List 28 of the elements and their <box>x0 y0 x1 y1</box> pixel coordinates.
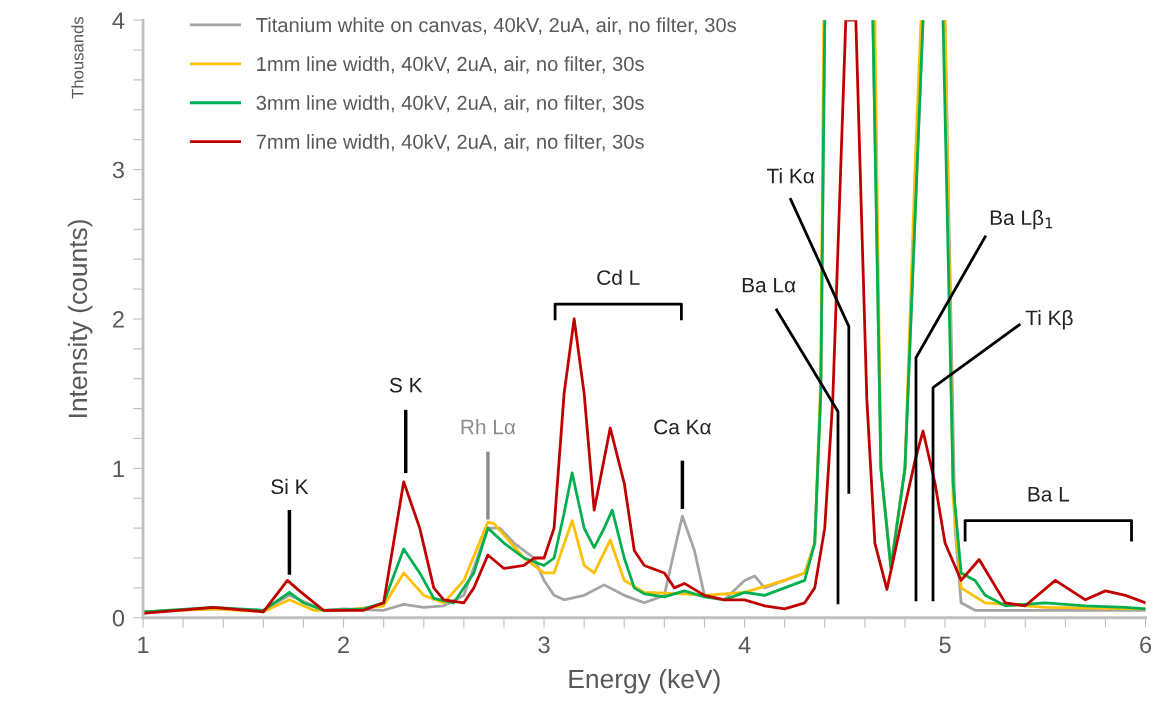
annotation: Ba L <box>1028 487 1070 502</box>
x-tick-label: 4 <box>738 636 751 653</box>
y-tick-label: 1 <box>113 460 124 477</box>
x-tick-label: 3 <box>538 636 550 654</box>
x-tick-label: 2 <box>338 636 349 653</box>
y-axis-title: Intensity (counts) <box>67 220 93 417</box>
annotation: Ti Kβ <box>1025 310 1073 330</box>
legend-label: 3mm line width, 40kV, 2uA, air, no filter, 30s <box>256 95 644 113</box>
x-tick-label: 5 <box>939 636 951 654</box>
y-tick-label: 3 <box>112 161 124 179</box>
annotation: Ti Kα <box>766 168 815 184</box>
legend-label: Titanium white on canvas, 40kV, 2uA, air, no filter, 30s <box>256 17 736 35</box>
annotation: Ba Lα <box>742 277 796 293</box>
x-tick-label: 6 <box>1140 636 1152 654</box>
y-tick-label: 0 <box>112 609 125 627</box>
text: Thousands <box>71 16 84 99</box>
legend-label: 7mm line width, 40kV, 2uA, air, no filter, 30s <box>256 134 644 152</box>
x-axis-title: Energy (keV) <box>569 668 720 694</box>
annotation: Rh Lα <box>461 419 516 435</box>
annotation: Ca Kα <box>654 419 711 435</box>
annotation: Ba Lβ$_{1}$ <box>990 209 1053 230</box>
y-tick-label: 2 <box>113 311 124 328</box>
annotation: S K <box>389 377 423 393</box>
legend-label: 1mm line width, 40kV, 2uA, air, no filter, 30s <box>257 56 644 74</box>
annotation: Cd L <box>597 269 640 285</box>
annotation: Si K <box>271 478 309 495</box>
y-tick-label: 4 <box>112 12 125 29</box>
x-tick-label: 1 <box>138 636 149 653</box>
